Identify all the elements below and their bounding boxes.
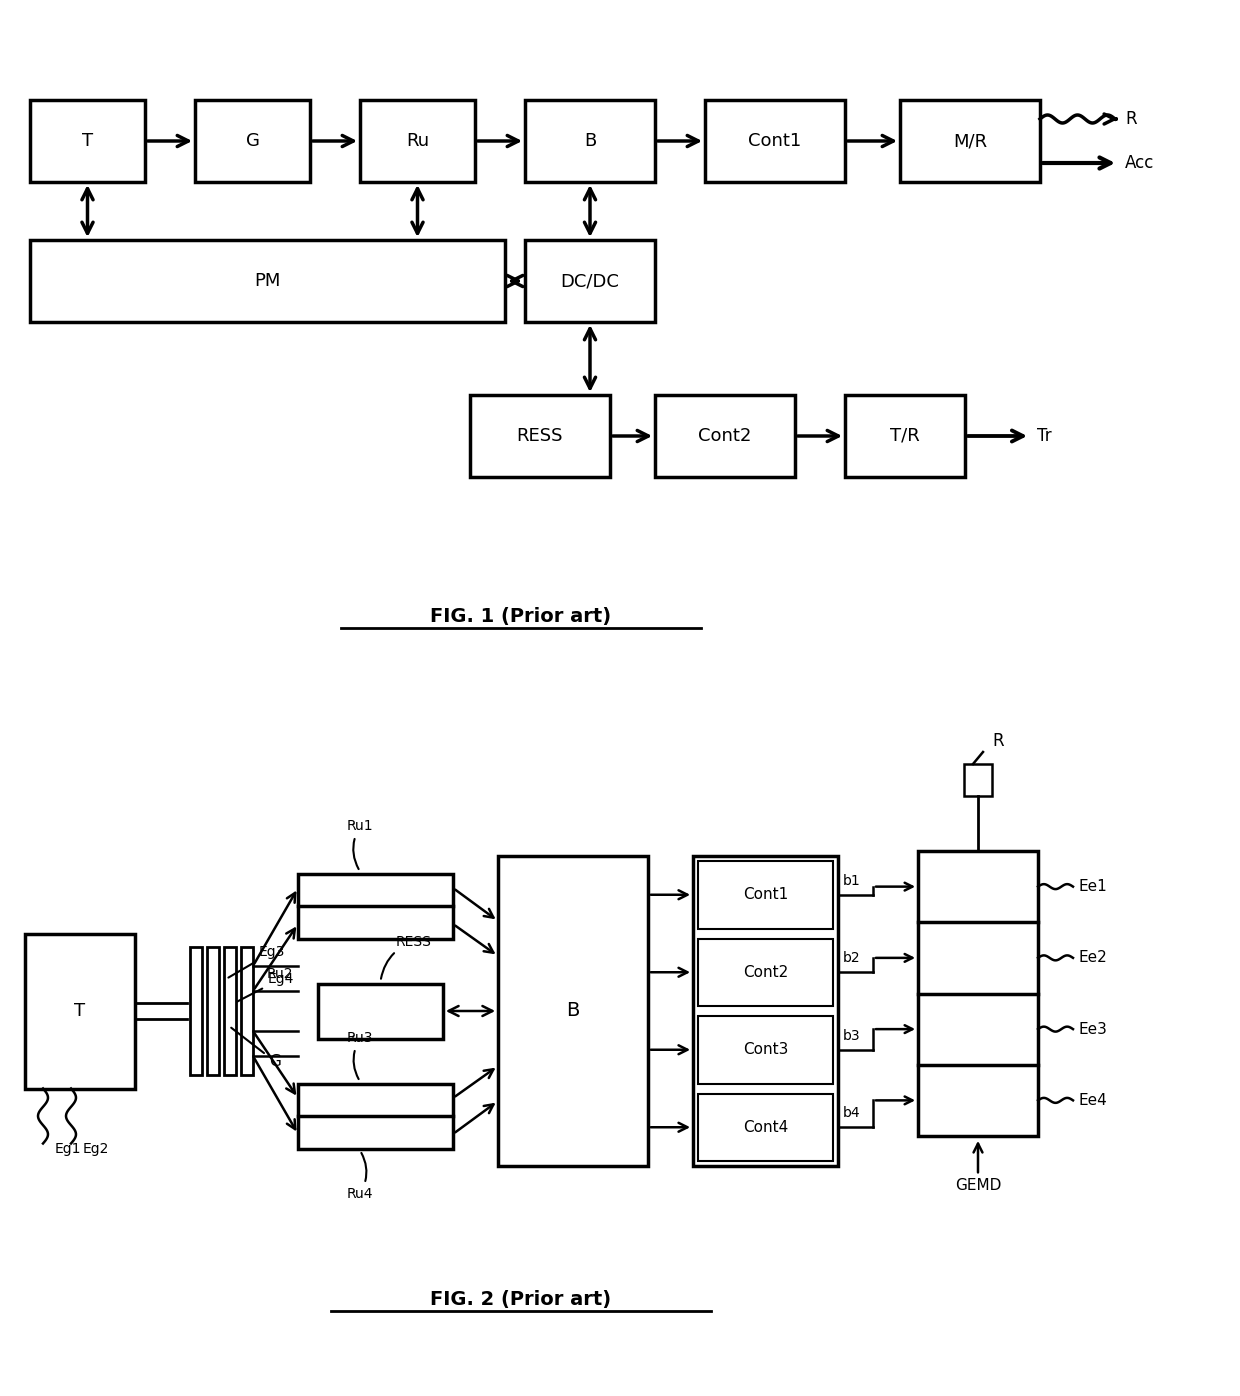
Text: Eg2: Eg2 xyxy=(83,1142,109,1156)
Text: FIG. 2 (Prior art): FIG. 2 (Prior art) xyxy=(430,1290,611,1309)
Text: Ee1: Ee1 xyxy=(1078,879,1107,893)
Text: B: B xyxy=(567,1001,579,1020)
FancyBboxPatch shape xyxy=(698,1093,833,1161)
FancyBboxPatch shape xyxy=(844,395,965,477)
FancyBboxPatch shape xyxy=(900,101,1040,181)
Text: Ru2: Ru2 xyxy=(267,967,293,981)
Text: Eg1: Eg1 xyxy=(55,1142,82,1156)
Text: Cont2: Cont2 xyxy=(698,427,751,445)
Text: R: R xyxy=(992,732,1004,750)
FancyBboxPatch shape xyxy=(30,101,145,181)
FancyBboxPatch shape xyxy=(498,856,649,1166)
Text: G: G xyxy=(246,133,259,149)
Text: Eg3: Eg3 xyxy=(228,945,285,977)
Text: T/R: T/R xyxy=(890,427,920,445)
FancyBboxPatch shape xyxy=(525,240,655,322)
FancyBboxPatch shape xyxy=(693,856,838,1166)
Text: Cont2: Cont2 xyxy=(743,965,789,980)
FancyBboxPatch shape xyxy=(963,764,992,796)
Text: DC/DC: DC/DC xyxy=(560,272,620,290)
FancyBboxPatch shape xyxy=(918,852,1038,1136)
Text: FIG. 1 (Prior art): FIG. 1 (Prior art) xyxy=(430,607,611,625)
Text: G: G xyxy=(231,1027,281,1069)
Text: Acc: Acc xyxy=(1125,154,1154,172)
Text: T: T xyxy=(74,1002,86,1020)
FancyBboxPatch shape xyxy=(525,101,655,181)
Text: Cont1: Cont1 xyxy=(749,133,801,149)
FancyBboxPatch shape xyxy=(25,934,135,1089)
FancyBboxPatch shape xyxy=(698,938,833,1007)
FancyBboxPatch shape xyxy=(190,946,202,1075)
FancyBboxPatch shape xyxy=(317,984,443,1039)
Text: RESS: RESS xyxy=(517,427,563,445)
Text: Cont3: Cont3 xyxy=(743,1043,789,1057)
FancyBboxPatch shape xyxy=(224,946,236,1075)
Text: GEMD: GEMD xyxy=(955,1143,1001,1194)
Text: Tr: Tr xyxy=(1037,427,1052,445)
Text: T: T xyxy=(82,133,93,149)
Text: b3: b3 xyxy=(843,1029,861,1043)
Text: Cont4: Cont4 xyxy=(743,1120,789,1135)
FancyBboxPatch shape xyxy=(241,946,253,1075)
FancyBboxPatch shape xyxy=(470,395,610,477)
Text: Ru: Ru xyxy=(405,133,429,149)
Text: Ru1: Ru1 xyxy=(347,819,373,870)
Text: Cont1: Cont1 xyxy=(743,888,789,902)
FancyBboxPatch shape xyxy=(298,874,453,938)
Text: b4: b4 xyxy=(843,1106,861,1120)
Text: b1: b1 xyxy=(843,874,861,888)
FancyBboxPatch shape xyxy=(706,101,844,181)
FancyBboxPatch shape xyxy=(298,1083,453,1149)
FancyBboxPatch shape xyxy=(30,240,505,322)
Text: Ee3: Ee3 xyxy=(1078,1022,1107,1037)
Text: Ru4: Ru4 xyxy=(347,1153,373,1201)
Text: R: R xyxy=(1125,110,1137,128)
FancyBboxPatch shape xyxy=(698,1016,833,1083)
Text: B: B xyxy=(584,133,596,149)
Text: Ru3: Ru3 xyxy=(347,1032,373,1079)
Text: Eg4: Eg4 xyxy=(237,972,294,1002)
Text: Ee4: Ee4 xyxy=(1078,1093,1107,1108)
FancyBboxPatch shape xyxy=(698,861,833,928)
Text: RESS: RESS xyxy=(381,934,432,979)
FancyBboxPatch shape xyxy=(207,946,219,1075)
FancyBboxPatch shape xyxy=(360,101,475,181)
Text: PM: PM xyxy=(254,272,280,290)
Text: Ee2: Ee2 xyxy=(1078,951,1107,966)
FancyBboxPatch shape xyxy=(655,395,795,477)
FancyBboxPatch shape xyxy=(195,101,310,181)
Text: b2: b2 xyxy=(843,951,861,965)
Text: M/R: M/R xyxy=(952,133,987,149)
